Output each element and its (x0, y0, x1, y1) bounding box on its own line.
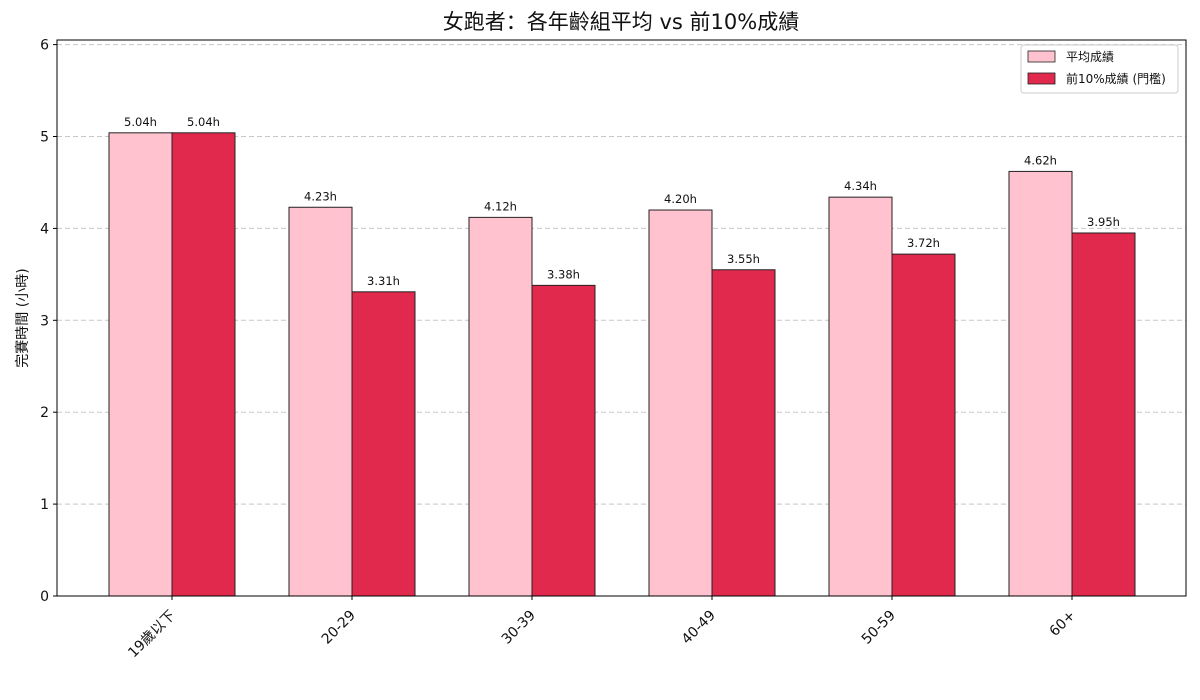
y-tick-label: 6 (40, 38, 49, 54)
y-axis-title: 完賽時間 (小時) (14, 268, 31, 367)
chart-title: 女跑者：各年齡組平均 vs 前10%成績 (443, 10, 799, 34)
y-axis: 0 1 2 3 4 5 6 (40, 38, 57, 605)
legend: 平均成績 前10%成績 (門檻) (1020, 44, 1179, 94)
data-label: 3.38h (547, 267, 580, 281)
x-tick-label: 30-39 (499, 608, 539, 648)
bar-top10 (171, 132, 236, 597)
data-label: 4.62h (1024, 153, 1057, 167)
y-tick-label: 3 (40, 313, 49, 329)
bar-average (468, 216, 533, 597)
data-label: 5.04h (187, 115, 220, 129)
data-label: 3.95h (1087, 215, 1120, 229)
data-label: 4.12h (484, 199, 517, 213)
x-tick-label: 50-59 (859, 608, 899, 648)
bar-average (1008, 170, 1073, 597)
data-label: 4.23h (304, 189, 337, 203)
bar-average (828, 196, 893, 597)
x-tick-label: 20-29 (319, 608, 359, 648)
bar-average (648, 209, 713, 597)
bar-average (288, 206, 353, 597)
data-label: 3.72h (907, 236, 940, 250)
bar-top10 (711, 269, 776, 597)
bar-top10 (891, 253, 956, 597)
bars (108, 132, 1136, 597)
plot-frame (56, 39, 1187, 597)
y-tick-label: 5 (40, 129, 49, 145)
y-tick-label: 1 (40, 497, 49, 513)
y-tick-label: 0 (40, 589, 49, 605)
bar-top10 (531, 284, 596, 597)
data-label: 4.20h (664, 192, 697, 206)
grid-lines (57, 44, 1186, 505)
legend-label-top10: 前10%成績 (門檻) (1066, 71, 1166, 86)
legend-label-average: 平均成績 (1066, 50, 1114, 64)
legend-swatch-average (1027, 50, 1056, 63)
data-label: 4.34h (844, 179, 877, 193)
x-axis: 19歲以下 20-29 30-39 40-49 50-59 60+ (125, 596, 1079, 661)
bar-average (108, 132, 173, 597)
data-labels: 5.04h 5.04h 4.23h 3.31h 4.12h 3.38h 4.20h 3.55h… (124, 115, 1120, 288)
y-tick-label: 4 (40, 221, 49, 237)
data-label: 5.04h (124, 115, 157, 129)
x-tick-label: 19歲以下 (125, 608, 179, 662)
data-label: 3.31h (367, 274, 400, 288)
legend-box (1020, 44, 1179, 94)
y-tick-label: 2 (40, 405, 49, 421)
bar-top10 (1071, 232, 1136, 597)
data-label: 3.55h (727, 252, 760, 266)
legend-swatch-top10 (1027, 72, 1056, 85)
x-tick-label: 40-49 (679, 608, 719, 648)
x-tick-label: 60+ (1047, 608, 1079, 640)
bar-top10 (351, 291, 416, 597)
